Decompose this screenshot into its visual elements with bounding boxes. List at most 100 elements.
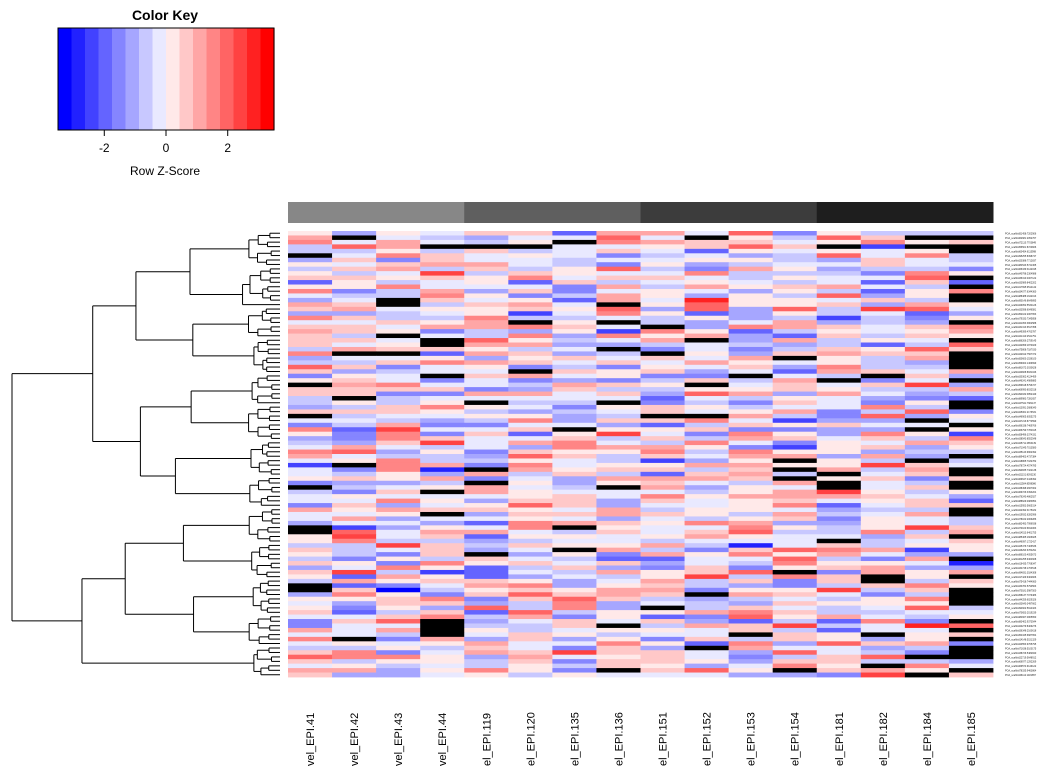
heatmap-cell <box>464 556 509 562</box>
heatmap-cell <box>904 462 950 468</box>
heatmap-cell <box>376 520 421 526</box>
heatmap-cell <box>332 627 377 633</box>
row-label: POA_scaffold41410:2541751 <box>1005 335 1037 338</box>
heatmap-cell <box>860 266 906 272</box>
heatmap-cell <box>288 650 333 656</box>
heatmap-cell <box>860 391 906 397</box>
row-label: POA_scaffold20553:9765795 <box>1005 643 1037 646</box>
heatmap-cell <box>420 404 465 410</box>
heatmap-cell <box>904 645 950 651</box>
heatmap-cell <box>420 297 465 303</box>
heatmap-cell <box>376 578 421 584</box>
heatmap-cell <box>376 351 421 357</box>
row-label: POA_scaffold47541:7681137 <box>1005 402 1037 405</box>
heatmap-cell <box>508 275 553 281</box>
heatmap-cell <box>552 458 597 464</box>
heatmap-cell <box>508 396 553 401</box>
heatmap-cell <box>816 462 862 468</box>
heatmap-cell <box>728 623 774 629</box>
heatmap-cell <box>684 538 730 544</box>
heatmap-cell <box>332 445 377 450</box>
heatmap-cells <box>288 231 994 678</box>
heatmap-cell <box>376 650 421 656</box>
heatmap-cell <box>948 605 994 611</box>
heatmap-cell <box>376 601 421 607</box>
heatmap-cell <box>948 275 994 281</box>
heatmap-cell <box>596 520 641 526</box>
heatmap-cell <box>860 333 906 339</box>
heatmap-cell <box>376 547 421 553</box>
heatmap-cell <box>948 538 994 544</box>
heatmap-cell <box>904 636 950 642</box>
row-label: POA_scaffold20388:7712837 <box>1005 259 1037 262</box>
heatmap-cell <box>376 610 421 615</box>
heatmap-cell <box>860 587 906 593</box>
heatmap-cell <box>816 561 862 566</box>
heatmap-cell <box>816 315 862 321</box>
row-label: POA_scaffold66339:3142195 <box>1005 268 1037 271</box>
heatmap-cell <box>332 538 377 544</box>
heatmap-cell <box>640 427 685 433</box>
heatmap-cell <box>420 431 465 437</box>
heatmap-cell <box>948 239 994 245</box>
heatmap-cell <box>508 547 553 553</box>
heatmap-cell <box>860 650 906 656</box>
row-label: POA_scaffold13091:2688340 <box>1005 407 1037 410</box>
color-key-band <box>98 28 113 130</box>
heatmap-cell <box>816 556 862 562</box>
heatmap-cell <box>772 346 818 352</box>
heatmap-cell <box>332 373 377 379</box>
color-key-title: Color Key <box>132 7 198 23</box>
heatmap-cell <box>376 645 421 651</box>
heatmap-cell <box>948 547 994 553</box>
heatmap-cell <box>860 659 906 665</box>
heatmap-cell <box>772 654 818 660</box>
heatmap-cell <box>772 623 818 629</box>
heatmap-cell <box>288 440 333 446</box>
heatmap-cell <box>816 489 862 495</box>
heatmap-cell <box>376 333 421 339</box>
heatmap-cell <box>552 552 597 557</box>
heatmap-cell <box>904 610 950 615</box>
heatmap-cell <box>816 543 862 549</box>
heatmap-cell <box>860 614 906 620</box>
heatmap-cell <box>860 592 906 598</box>
heatmap-cell <box>596 467 641 473</box>
heatmap-cell <box>420 574 465 580</box>
heatmap-cell <box>288 592 333 598</box>
heatmap-cell <box>508 288 553 294</box>
heatmap-cell <box>552 373 597 379</box>
heatmap-cell <box>464 288 509 294</box>
heatmap-cell <box>860 623 906 629</box>
heatmap-cell <box>904 431 950 437</box>
heatmap-cell <box>376 257 421 263</box>
heatmap-cell <box>816 297 862 303</box>
heatmap-cell <box>464 458 509 464</box>
heatmap-cell <box>288 516 333 522</box>
heatmap-cell <box>948 351 994 357</box>
heatmap-cell <box>948 654 994 660</box>
heatmap-cell <box>860 636 906 642</box>
heatmap-cell <box>904 498 950 504</box>
heatmap-cell <box>420 668 465 673</box>
heatmap-cell <box>552 431 597 437</box>
heatmap-cell <box>596 525 641 531</box>
heatmap-cell <box>420 543 465 549</box>
heatmap-cell <box>772 409 818 415</box>
heatmap-cell <box>464 449 509 455</box>
heatmap-cell <box>948 520 994 526</box>
heatmap-cell <box>552 614 597 620</box>
heatmap-cell <box>904 445 950 450</box>
heatmap-cell <box>904 262 950 268</box>
heatmap-cell <box>596 445 641 450</box>
heatmap-cell <box>464 592 509 598</box>
heatmap-cell <box>332 454 377 459</box>
heatmap-cell <box>420 556 465 562</box>
heatmap-cell <box>948 614 994 620</box>
heatmap-cell <box>816 565 862 571</box>
heatmap-cell <box>332 569 377 575</box>
heatmap-cell <box>860 583 906 589</box>
heatmap-cell <box>904 583 950 589</box>
heatmap-cell <box>376 636 421 642</box>
heatmap-cell <box>552 547 597 553</box>
